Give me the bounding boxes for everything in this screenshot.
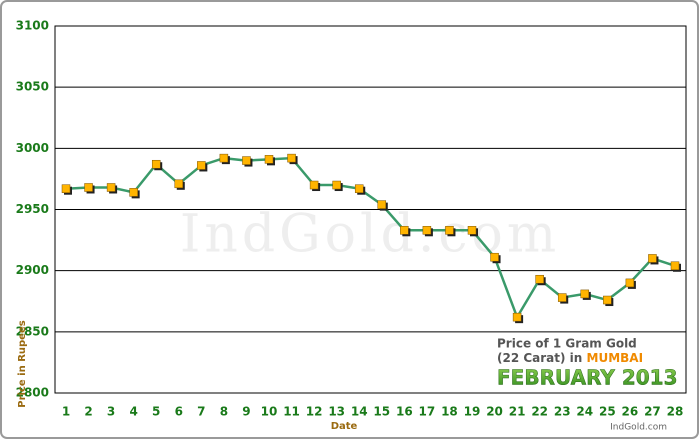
x-axis-label: Date	[331, 421, 358, 432]
x-tick-label: 22	[531, 405, 548, 419]
marker	[400, 226, 409, 235]
x-tick-label: 3	[107, 405, 115, 419]
x-tick-label: 14	[351, 405, 368, 419]
x-tick-label: 20	[486, 405, 503, 419]
marker	[648, 254, 657, 263]
x-tick-label: 5	[152, 405, 160, 419]
y-tick-label: 3100	[16, 19, 49, 33]
marker	[422, 226, 432, 235]
y-tick-label: 2950	[16, 202, 49, 216]
source: IndGold.com	[610, 423, 667, 433]
x-tick-label: 13	[328, 405, 345, 419]
watermark: IndGold.com	[180, 205, 560, 265]
marker	[603, 295, 612, 305]
plot-border	[54, 25, 687, 394]
x-tick-label: 6	[175, 405, 183, 419]
marker	[354, 184, 364, 193]
x-tick-label: 8	[220, 405, 228, 419]
caption-period: FEBRUARY 2013	[497, 366, 678, 390]
caption-city: MUMBAI	[587, 351, 644, 365]
x-tick-label: 17	[419, 405, 436, 419]
marker	[129, 188, 138, 197]
x-tick-label: 23	[554, 405, 571, 419]
x-tick-label: 15	[373, 405, 390, 419]
marker	[580, 289, 590, 299]
y-tick-label: 2900	[16, 263, 49, 277]
marker	[264, 155, 274, 164]
marker	[84, 183, 93, 192]
x-tick-label: 2	[84, 405, 92, 419]
x-tick-label: 24	[576, 405, 593, 419]
marker	[625, 278, 635, 288]
x-tick-label: 10	[261, 405, 278, 419]
marker	[377, 200, 387, 209]
line	[65, 156, 676, 321]
y-tick-label: 2800	[16, 386, 49, 400]
marker	[151, 159, 161, 169]
y-axis-label: Price in Rupees	[17, 320, 28, 407]
x-tick-label: 27	[644, 405, 661, 419]
x-tick-label: 16	[396, 405, 413, 419]
x-tick-label: 21	[509, 405, 526, 419]
caption-prefix: (22 Carat) in	[497, 351, 582, 365]
x-tick-label: 11	[283, 405, 300, 419]
x-tick-label: 4	[129, 405, 137, 419]
marker	[332, 180, 341, 190]
marker	[309, 180, 319, 190]
marker	[61, 184, 71, 193]
marker	[490, 252, 499, 262]
marker	[467, 226, 477, 235]
marker	[219, 153, 229, 163]
x-tick-label: 26	[622, 405, 639, 419]
marker	[174, 179, 184, 189]
x-tick-label: 28	[667, 405, 684, 419]
marker	[535, 274, 544, 284]
marker	[197, 161, 206, 170]
caption-line1: Price of 1 Gram Gold	[497, 337, 637, 351]
marker	[557, 293, 567, 302]
y-tick-label: 2850	[16, 324, 49, 338]
x-tick-label: 25	[599, 405, 616, 419]
x-tick-label: 18	[441, 405, 458, 419]
x-tick-label: 12	[306, 405, 323, 419]
x-tick-label: 9	[242, 405, 250, 419]
marker	[445, 226, 454, 235]
marker	[106, 183, 116, 192]
caption-line2: (22 Carat) in MUMBAI	[497, 351, 643, 365]
x-tick-label: 1	[62, 405, 70, 419]
y-tick-label: 3050	[16, 80, 49, 94]
x-tick-label: 7	[197, 405, 205, 419]
marker	[242, 156, 251, 165]
marker	[512, 312, 522, 322]
marker	[670, 261, 680, 271]
marker	[287, 153, 296, 163]
y-tick-label: 3000	[16, 141, 49, 155]
x-tick-label: 19	[464, 405, 481, 419]
